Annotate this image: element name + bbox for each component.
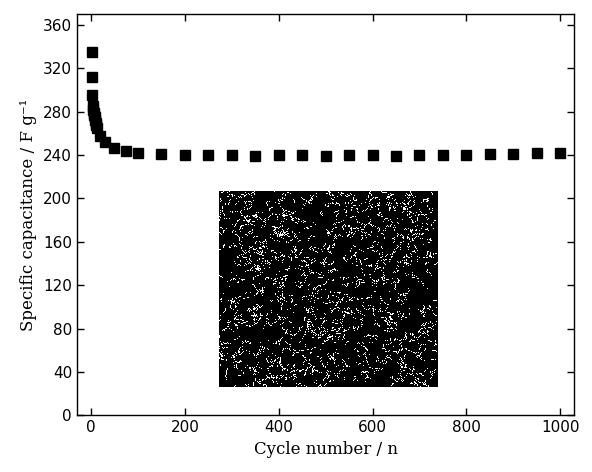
X-axis label: Cycle number / n: Cycle number / n — [253, 441, 398, 458]
Y-axis label: Specific capacitance / F g⁻¹: Specific capacitance / F g⁻¹ — [20, 99, 37, 331]
